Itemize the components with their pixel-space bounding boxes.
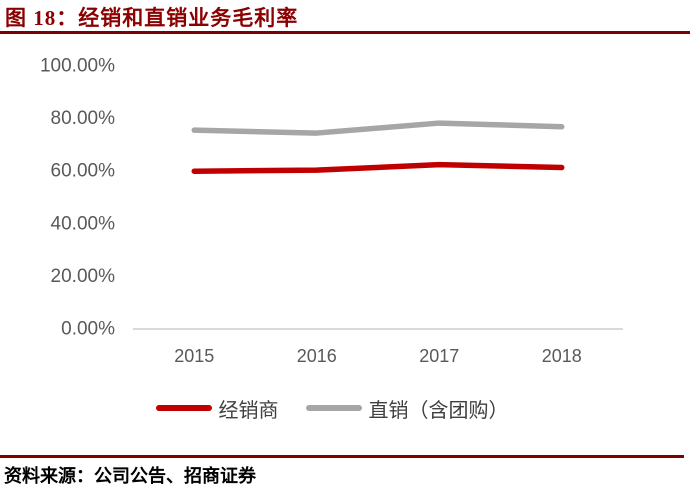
x-tick-label: 2015: [174, 346, 214, 366]
legend-swatch-direct-sales: [305, 405, 362, 411]
y-axis-labels: 0.00% 20.00% 40.00% 60.00% 80.00% 100.00%: [40, 56, 115, 340]
y-tick-label: 60.00%: [51, 161, 116, 182]
legend-item-direct-sales: 直销（含团购）: [305, 394, 509, 423]
legend-label-direct-sales: 直销（含团购）: [368, 399, 509, 422]
y-tick-label: 80.00%: [51, 108, 116, 129]
x-tick-label: 2017: [419, 346, 459, 366]
source-text: 资料来源：公司公告、招商证券: [4, 466, 256, 486]
legend-label-distributor: 经销商: [218, 399, 279, 422]
title-rule: [0, 31, 690, 34]
legend-swatch-distributor: [155, 405, 212, 411]
chart-legend: 经销商 直销（含团购）: [0, 394, 664, 422]
series-line-direct-sales: [191, 120, 565, 136]
source-rule: [0, 455, 684, 458]
y-tick-label: 100.00%: [40, 56, 115, 77]
y-tick-label: 0.00%: [61, 319, 115, 340]
x-axis-labels: 2015 2016 2017 2018: [174, 346, 582, 366]
y-tick-label: 40.00%: [51, 213, 116, 234]
y-tick-label: 20.00%: [51, 266, 116, 287]
x-tick-label: 2018: [542, 346, 582, 366]
series-line-distributor: [191, 161, 565, 174]
series-lines: [191, 120, 565, 174]
chart-title: 图 18：经销和直销业务毛利率: [5, 6, 299, 30]
x-tick-label: 2016: [297, 346, 337, 366]
legend-item-distributor: 经销商: [155, 394, 279, 423]
